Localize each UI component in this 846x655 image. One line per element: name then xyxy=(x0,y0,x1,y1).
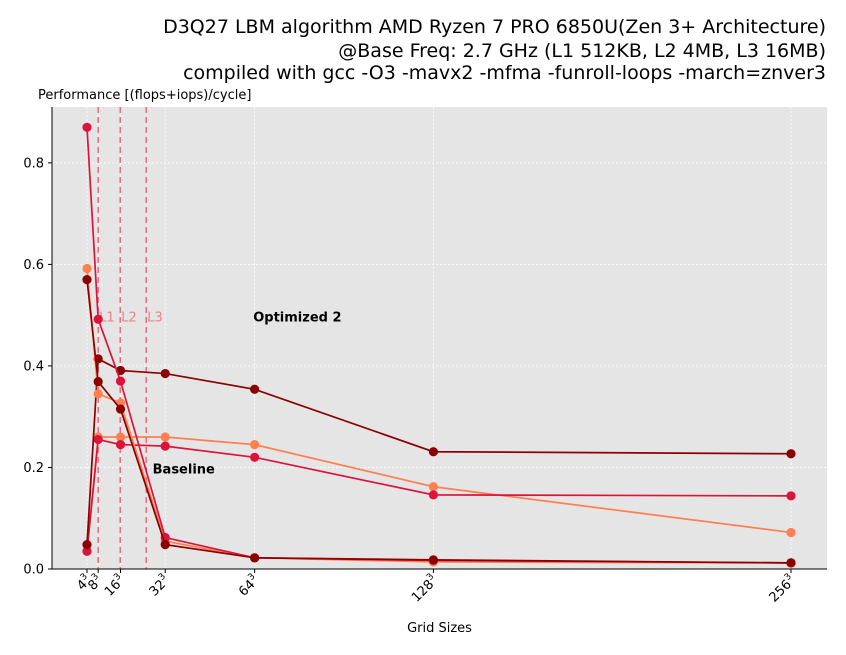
plot-area xyxy=(52,107,827,569)
cache-boundaries: L1 L2 L3 xyxy=(97,107,163,569)
chart-title-line-1: D3Q27 LBM algorithm AMD Ryzen 7 PRO 6850… xyxy=(163,16,826,38)
data-point xyxy=(93,377,103,387)
x-tick-label: 163 xyxy=(101,572,129,600)
y-tick-label: 0.8 xyxy=(23,156,44,171)
x-tick-label: 2563 xyxy=(765,572,799,606)
data-point xyxy=(250,384,260,394)
data-point xyxy=(82,122,92,132)
data-point xyxy=(160,368,170,379)
data-point xyxy=(115,404,126,414)
data-point xyxy=(428,555,439,565)
annotation-label: Optimized 2 xyxy=(253,311,341,326)
data-point xyxy=(786,491,796,501)
data-point xyxy=(786,527,796,538)
data-point xyxy=(82,540,92,550)
data-point xyxy=(115,440,126,450)
x-tick-label: 1283 xyxy=(408,572,442,606)
y-axis-label: Performance [(flops+iops)/cycle] xyxy=(38,88,251,103)
cache-label-l3: L3 xyxy=(147,311,163,326)
chart-title-line-3: compiled with gcc -O3 -mavx2 -mfma -funr… xyxy=(183,62,826,84)
data-point xyxy=(428,447,439,457)
annotation-label: Baseline xyxy=(153,462,215,477)
data-point xyxy=(115,376,126,386)
series-3 xyxy=(82,354,796,550)
x-axis-label: Grid Sizes xyxy=(407,621,472,636)
data-point xyxy=(250,452,260,462)
y-tick-label: 0.4 xyxy=(23,359,44,374)
data-point xyxy=(160,540,170,550)
y-tick-label: 0.2 xyxy=(23,461,44,476)
data-point xyxy=(250,440,260,450)
data-point xyxy=(93,314,103,324)
y-tick-label: 0.0 xyxy=(23,563,44,578)
series-6 xyxy=(82,275,796,568)
x-tick-label: 323 xyxy=(145,572,173,600)
data-point xyxy=(82,275,92,285)
cache-label-l1: L1 xyxy=(99,311,115,326)
data-point xyxy=(82,546,92,556)
chart-title-line-2: @Base Freq: 2.7 GHz (L1 512KB, L2 4MB, L… xyxy=(338,40,826,62)
data-point xyxy=(93,389,103,399)
series-group xyxy=(82,122,796,568)
data-point xyxy=(786,449,796,459)
y-tick-label: 0.6 xyxy=(23,258,44,273)
data-point xyxy=(160,432,170,442)
data-point xyxy=(160,441,170,451)
cache-label-l2: L2 xyxy=(121,311,137,326)
data-point xyxy=(428,482,439,492)
series-2 xyxy=(82,434,796,556)
data-point xyxy=(786,558,796,568)
data-point xyxy=(82,263,92,274)
data-point xyxy=(428,490,439,500)
annotations: Optimized 2 Baseline xyxy=(153,311,342,478)
data-point xyxy=(115,432,126,442)
x-tick-label: 643 xyxy=(235,572,263,600)
data-point xyxy=(250,553,260,563)
data-point xyxy=(93,434,103,445)
